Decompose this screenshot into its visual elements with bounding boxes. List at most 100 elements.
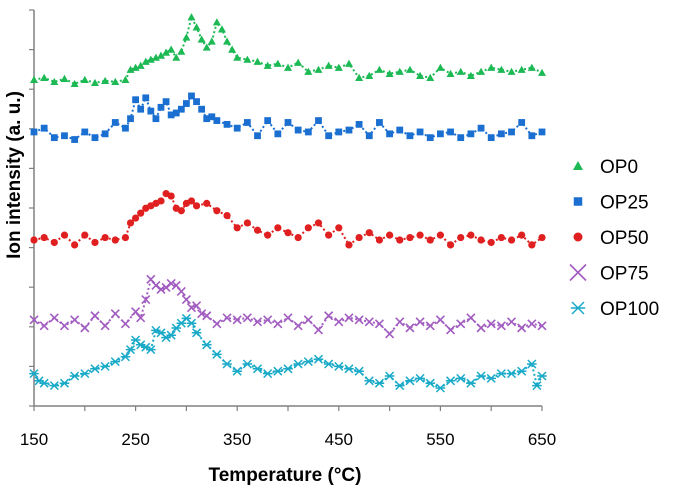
data-point bbox=[131, 63, 140, 71]
data-point bbox=[101, 233, 109, 242]
data-point bbox=[293, 321, 303, 331]
data-point bbox=[374, 378, 385, 388]
data-point bbox=[81, 128, 89, 136]
data-point bbox=[406, 132, 414, 140]
data-point bbox=[182, 33, 191, 41]
data-point bbox=[80, 369, 90, 379]
data-point bbox=[313, 325, 324, 335]
data-point bbox=[80, 323, 90, 333]
data-point bbox=[476, 371, 486, 381]
data-point bbox=[507, 67, 516, 75]
data-point bbox=[202, 43, 211, 51]
data-point bbox=[466, 313, 476, 323]
data-point bbox=[121, 233, 130, 242]
data-point bbox=[283, 364, 293, 374]
data-point bbox=[242, 359, 253, 369]
data-point bbox=[344, 313, 354, 323]
data-point bbox=[496, 321, 506, 331]
data-point bbox=[466, 71, 475, 79]
data-point bbox=[223, 37, 232, 45]
legend-label: OP75 bbox=[600, 264, 649, 285]
data-point bbox=[273, 319, 283, 329]
data-point bbox=[416, 128, 424, 136]
data-point bbox=[395, 67, 404, 75]
data-point bbox=[325, 132, 333, 140]
data-point bbox=[91, 134, 99, 142]
data-point bbox=[110, 357, 121, 367]
data-point bbox=[426, 73, 435, 81]
series-op50 bbox=[30, 190, 546, 249]
series-line bbox=[33, 94, 543, 141]
data-point bbox=[132, 96, 139, 104]
data-point bbox=[197, 309, 207, 319]
data-point bbox=[202, 311, 212, 321]
data-point bbox=[415, 317, 425, 327]
data-point bbox=[457, 233, 465, 242]
data-point bbox=[232, 366, 242, 376]
data-point bbox=[59, 378, 70, 388]
data-point bbox=[426, 134, 434, 142]
data-point bbox=[396, 126, 404, 134]
data-point bbox=[81, 231, 89, 239]
data-point bbox=[376, 119, 383, 126]
data-point bbox=[126, 219, 135, 227]
data-point bbox=[304, 128, 312, 136]
data-point bbox=[223, 212, 231, 220]
data-point bbox=[101, 130, 109, 138]
data-point bbox=[446, 241, 455, 249]
x-tick-label: 250 bbox=[121, 430, 149, 449]
data-point bbox=[40, 73, 49, 81]
data-point bbox=[70, 315, 80, 325]
data-point bbox=[537, 321, 547, 331]
data-point bbox=[294, 126, 302, 134]
data-point bbox=[273, 59, 282, 67]
data-point bbox=[181, 295, 191, 305]
data-point bbox=[497, 233, 505, 242]
data-point bbox=[162, 98, 170, 106]
data-point bbox=[425, 321, 435, 331]
data-point bbox=[303, 357, 314, 367]
legend: OP0 OP25 OP50 OP75 OP100 bbox=[569, 157, 659, 320]
data-point bbox=[487, 238, 495, 247]
data-point bbox=[486, 373, 496, 383]
data-point bbox=[506, 369, 517, 379]
data-point bbox=[457, 134, 465, 142]
data-point bbox=[324, 311, 334, 321]
data-point bbox=[125, 345, 136, 355]
data-point bbox=[528, 241, 536, 249]
data-point bbox=[496, 369, 507, 379]
data-point bbox=[50, 77, 59, 86]
legend-item-op25: OP25 bbox=[573, 193, 649, 214]
data-point bbox=[186, 318, 197, 328]
data-point bbox=[212, 18, 221, 26]
data-point bbox=[242, 313, 252, 323]
data-point bbox=[152, 115, 160, 123]
data-point bbox=[71, 241, 79, 249]
data-point bbox=[69, 371, 80, 381]
series-line bbox=[33, 277, 543, 336]
data-point bbox=[345, 126, 353, 134]
data-point bbox=[212, 349, 222, 359]
data-point bbox=[532, 381, 542, 391]
data-point bbox=[516, 366, 527, 376]
data-point bbox=[228, 45, 237, 53]
data-point bbox=[374, 319, 385, 329]
data-point bbox=[354, 315, 364, 325]
data-point bbox=[527, 63, 536, 71]
data-point bbox=[71, 136, 79, 143]
data-point bbox=[405, 376, 415, 386]
data-point bbox=[137, 209, 145, 217]
data-point bbox=[435, 315, 445, 325]
data-point bbox=[186, 303, 197, 313]
data-point bbox=[467, 130, 475, 138]
data-point bbox=[132, 214, 140, 222]
data-point bbox=[405, 323, 415, 333]
data-point bbox=[222, 313, 232, 323]
data-point bbox=[120, 319, 131, 329]
data-point bbox=[252, 317, 263, 327]
data-point bbox=[325, 231, 333, 239]
data-point bbox=[334, 317, 344, 327]
data-point bbox=[30, 75, 38, 84]
data-point bbox=[203, 115, 211, 123]
